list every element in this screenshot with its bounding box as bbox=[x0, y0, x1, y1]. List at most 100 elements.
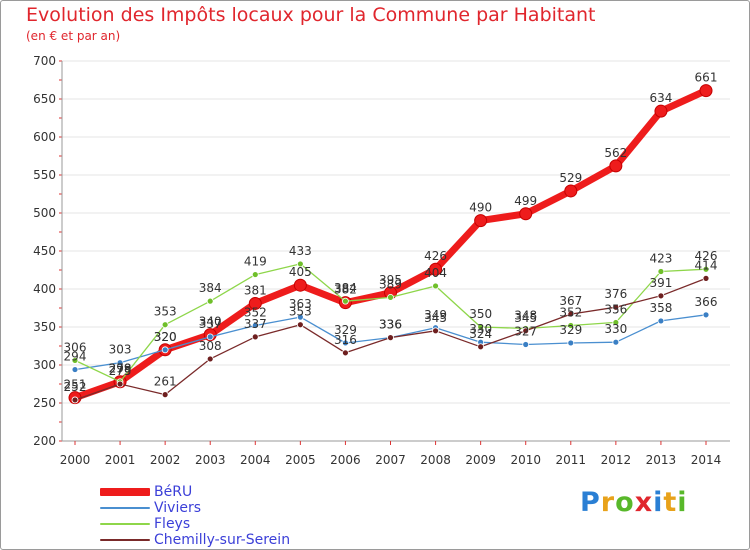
x-tick-label: 2007 bbox=[375, 453, 406, 467]
data-point-b-ru bbox=[474, 214, 488, 228]
data-point-viviers bbox=[296, 313, 304, 321]
data-label-fleys: 353 bbox=[154, 305, 177, 319]
logo-letter: P bbox=[580, 487, 601, 518]
x-tick-label: 2003 bbox=[195, 453, 226, 467]
data-point-chemilly-sur-serein bbox=[567, 310, 575, 318]
y-tick-label: 250 bbox=[33, 396, 56, 410]
data-label-b-ru: 529 bbox=[559, 171, 582, 185]
data-label-fleys: 426 bbox=[695, 249, 718, 263]
data-label-b-ru: 661 bbox=[695, 71, 718, 85]
data-label-b-ru: 490 bbox=[469, 201, 492, 215]
y-tick-label: 550 bbox=[33, 168, 56, 182]
x-tick-label: 2000 bbox=[60, 453, 91, 467]
data-label-chemilly-sur-serein: 391 bbox=[649, 276, 672, 290]
data-point-fleys bbox=[432, 282, 439, 290]
data-label-b-ru: 634 bbox=[649, 91, 672, 105]
y-tick-label: 200 bbox=[33, 434, 56, 448]
x-tick-label: 2002 bbox=[150, 453, 181, 467]
x-tick-label: 2013 bbox=[646, 453, 677, 467]
data-point-fleys bbox=[387, 293, 394, 301]
data-point-chemilly-sur-serein bbox=[206, 355, 214, 363]
legend-item-chemilly[interactable]: Chemilly-sur-Serein bbox=[100, 532, 360, 548]
data-label-fleys: 352 bbox=[559, 305, 582, 319]
data-label-chemilly-sur-serein: 345 bbox=[514, 311, 537, 325]
logo-letter: o bbox=[615, 487, 635, 518]
data-label-chemilly-sur-serein: 336 bbox=[379, 318, 402, 332]
data-point-viviers bbox=[342, 339, 349, 347]
x-tick-label: 2010 bbox=[510, 453, 541, 467]
data-point-viviers bbox=[612, 338, 620, 346]
data-label-b-ru: 499 bbox=[514, 194, 537, 208]
data-point-chemilly-sur-serein bbox=[477, 343, 485, 351]
data-label-b-ru: 426 bbox=[424, 249, 447, 263]
data-label-fleys: 384 bbox=[199, 281, 222, 295]
y-tick-label: 500 bbox=[33, 206, 56, 220]
legend: BéRU Viviers Fleys Chemilly-sur-Serein bbox=[100, 484, 360, 548]
data-point-viviers bbox=[702, 311, 710, 319]
data-label-viviers: 330 bbox=[469, 322, 492, 336]
y-tick-label: 450 bbox=[33, 244, 56, 258]
data-point-b-ru bbox=[699, 84, 713, 98]
data-label-b-ru: 405 bbox=[289, 265, 312, 279]
x-tick-label: 2014 bbox=[691, 453, 722, 467]
legend-item-fleys[interactable]: Fleys bbox=[100, 516, 360, 532]
data-label-fleys: 299 bbox=[109, 362, 132, 376]
x-tick-label: 2009 bbox=[465, 453, 496, 467]
data-label-b-ru: 382 bbox=[334, 283, 357, 297]
data-label-b-ru: 278 bbox=[109, 362, 132, 376]
proxiti-logo[interactable]: Proxiti bbox=[580, 487, 688, 518]
data-point-viviers bbox=[161, 346, 169, 354]
logo-letter: t bbox=[663, 487, 678, 518]
data-point-fleys bbox=[612, 319, 620, 326]
data-point-fleys bbox=[251, 271, 259, 278]
data-label-fleys: 356 bbox=[604, 302, 627, 316]
x-tick-label: 2012 bbox=[601, 453, 632, 467]
y-tick-label: 650 bbox=[33, 92, 56, 106]
data-point-viviers bbox=[206, 333, 214, 341]
legend-item-beru[interactable]: BéRU bbox=[100, 484, 360, 500]
data-point-b-ru bbox=[293, 278, 307, 292]
data-label-viviers: 329 bbox=[559, 323, 582, 337]
data-label-viviers: 327 bbox=[514, 324, 537, 338]
legend-item-viviers[interactable]: Viviers bbox=[100, 500, 360, 516]
data-point-fleys bbox=[702, 265, 710, 273]
data-point-b-ru bbox=[519, 207, 533, 221]
data-point-chemilly-sur-serein bbox=[71, 396, 79, 404]
data-label-viviers: 337 bbox=[199, 317, 222, 331]
y-tick-label: 400 bbox=[33, 282, 56, 296]
data-point-chemilly-sur-serein bbox=[657, 292, 665, 300]
data-label-viviers: 352 bbox=[244, 305, 267, 319]
data-label-viviers: 329 bbox=[334, 323, 357, 337]
logo-letter: r bbox=[600, 487, 616, 518]
data-label-viviers: 336 bbox=[379, 318, 402, 332]
chart-subtitle: (en € et par an) bbox=[26, 29, 121, 43]
data-point-b-ru bbox=[248, 296, 262, 310]
data-label-viviers: 358 bbox=[649, 301, 672, 315]
x-tick-label: 2006 bbox=[330, 453, 361, 467]
legend-label-chemilly: Chemilly-sur-Serein bbox=[154, 532, 291, 548]
data-point-b-ru bbox=[609, 159, 623, 173]
data-label-fleys: 404 bbox=[424, 266, 447, 280]
data-label-fleys: 389 bbox=[379, 277, 402, 291]
data-point-viviers bbox=[116, 359, 124, 367]
legend-swatch-fleys bbox=[100, 523, 150, 525]
legend-label-viviers: Viviers bbox=[154, 500, 201, 516]
data-label-viviers: 294 bbox=[64, 350, 87, 364]
data-label-chemilly-sur-serein: 252 bbox=[64, 380, 87, 394]
data-label-b-ru: 562 bbox=[604, 146, 627, 160]
x-tick-label: 2005 bbox=[285, 453, 316, 467]
legend-swatch-viviers bbox=[100, 507, 150, 509]
logo-letter: x bbox=[634, 487, 654, 518]
data-label-fleys: 306 bbox=[64, 340, 87, 354]
data-label-viviers: 330 bbox=[604, 322, 627, 336]
legend-swatch-chemilly bbox=[100, 539, 150, 541]
data-label-chemilly-sur-serein: 376 bbox=[604, 287, 627, 301]
data-point-viviers bbox=[567, 339, 575, 347]
data-point-chemilly-sur-serein bbox=[432, 327, 439, 335]
chart-title: Evolution des Impôts locaux pour la Comm… bbox=[26, 4, 596, 26]
data-point-viviers bbox=[522, 341, 530, 348]
data-point-chemilly-sur-serein bbox=[116, 380, 124, 388]
logo-letter: i bbox=[677, 487, 688, 518]
